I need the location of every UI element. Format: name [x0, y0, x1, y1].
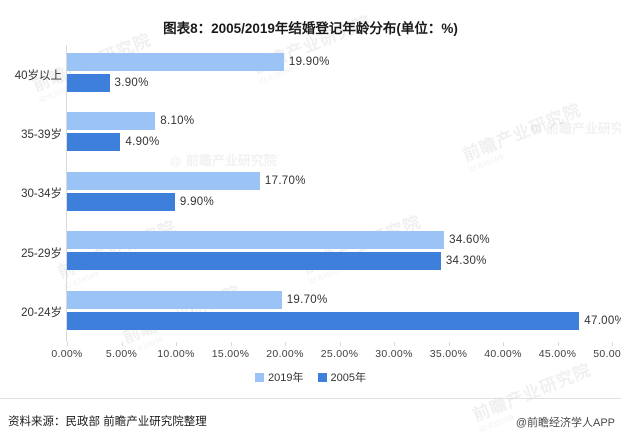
x-axis: 0.00% 5.00% 10.00% 15.00% 20.00% 25.00% 30.00%… — [51, 342, 621, 364]
category-label: 25-29岁 — [21, 247, 62, 260]
bar-value-label: 19.90% — [288, 56, 330, 68]
x-tick-mark — [612, 342, 613, 346]
legend-item-2019年[interactable]: 2019年 — [255, 369, 304, 385]
bar-group-row: 20-24岁 19.70% 47.00% — [0, 283, 621, 342]
bar-value-label: 19.70% — [286, 293, 328, 306]
x-tick-mark — [394, 342, 395, 346]
bar-2005年[interactable]: 34.30% — [67, 252, 486, 271]
x-tick-mark — [67, 342, 68, 346]
legend-item-2005年[interactable]: 2005年 — [317, 369, 366, 385]
legend-label: 2005年 — [330, 372, 366, 384]
bar-2005年[interactable]: 3.90% — [67, 74, 148, 92]
bar-2005年[interactable]: 47.00% — [67, 311, 621, 330]
bar-value-label: 3.90% — [114, 77, 149, 89]
footer-app-text: @前瞻经济学人APP — [515, 417, 615, 429]
bar-2019年[interactable]: 19.70% — [67, 290, 327, 309]
bar-value-label: 47.00% — [584, 314, 621, 327]
bar-2005年[interactable]: 4.90% — [67, 133, 159, 152]
x-tick-label: 25.00% — [320, 348, 359, 360]
x-tick-mark — [448, 342, 450, 346]
x-tick-label: 0.00% — [51, 348, 83, 360]
bar-value-label: 9.90% — [179, 195, 215, 208]
x-tick-label: 10.00% — [157, 348, 195, 360]
bar-2005年[interactable]: 9.90% — [67, 192, 214, 211]
chart-title: 图表8：2005/2019年结婚登记年龄分布(单位：%) — [163, 21, 458, 36]
bar-group-row: 40岁以上 19.90% 3.90% — [0, 45, 621, 104]
x-tick-label: 30.00% — [375, 348, 413, 360]
x-tick-mark — [557, 342, 559, 346]
legend-swatch-icon — [255, 372, 265, 382]
y-axis-line — [66, 45, 67, 342]
x-tick-mark — [285, 342, 286, 346]
bar-value-label: 8.10% — [160, 115, 195, 128]
footer: 资料来源：民政部 前瞻产业研究院整理 @前瞻经济学人APP — [0, 406, 621, 439]
bar-2019年[interactable]: 34.60% — [67, 231, 490, 250]
category-label: 20-24岁 — [21, 307, 62, 320]
bar-value-label: 4.90% — [125, 136, 160, 149]
x-tick-mark — [121, 342, 123, 346]
bar-2019年[interactable]: 19.90% — [67, 53, 329, 71]
x-tick-label: 35.00% — [429, 348, 468, 360]
bar-value-label: 34.30% — [445, 255, 487, 268]
x-tick-label: 50.00% — [593, 348, 621, 360]
bar-2019年[interactable]: 8.10% — [67, 112, 194, 131]
legend-label: 2019年 — [268, 372, 304, 384]
chart-legend: 2019年 2005年 — [0, 369, 621, 385]
bar-group-row: 35-39岁 8.10% 4.90% — [0, 104, 621, 163]
bar-value-label: 34.60% — [449, 234, 490, 247]
bar-group-row: 30-34岁 17.70% 9.90% — [0, 164, 621, 223]
bar-2019年[interactable]: 17.70% — [67, 171, 305, 190]
x-tick-label: 40.00% — [484, 348, 522, 360]
bars-container: 8.10% 4.90% — [67, 104, 621, 163]
bars-container: 34.60% 34.30% — [67, 223, 621, 282]
x-tick-mark — [230, 342, 232, 346]
footer-divider — [0, 398, 621, 399]
x-tick-label: 45.00% — [538, 348, 577, 360]
bar-value-label: 17.70% — [264, 174, 306, 187]
category-label: 35-39岁 — [21, 129, 62, 142]
category-label: 30-34岁 — [21, 188, 62, 201]
plot-area: 40岁以上 19.90% 3.90% 35-39岁 8.10% 4.90% 30-34岁 17… — [0, 45, 621, 360]
category-label: 40岁以上 — [14, 69, 62, 82]
bars-container: 17.70% 9.90% — [67, 164, 621, 223]
x-tick-label: 15.00% — [211, 348, 250, 360]
bar-group-row: 25-29岁 34.60% 34.30% — [0, 223, 621, 282]
x-tick-mark — [503, 342, 504, 346]
bar-rows: 40岁以上 19.90% 3.90% 35-39岁 8.10% 4.90% 30-34岁 17… — [0, 45, 621, 342]
x-tick-mark — [339, 342, 341, 346]
x-tick-label: 5.00% — [105, 348, 138, 360]
x-tick-mark — [176, 342, 177, 346]
footer-source-text: 资料来源：民政部 前瞻产业研究院整理 — [8, 416, 207, 428]
bars-container: 19.70% 47.00% — [67, 283, 621, 342]
bars-container: 19.90% 3.90% — [67, 45, 621, 104]
legend-swatch-icon — [317, 372, 327, 382]
x-tick-label: 20.00% — [266, 348, 304, 360]
